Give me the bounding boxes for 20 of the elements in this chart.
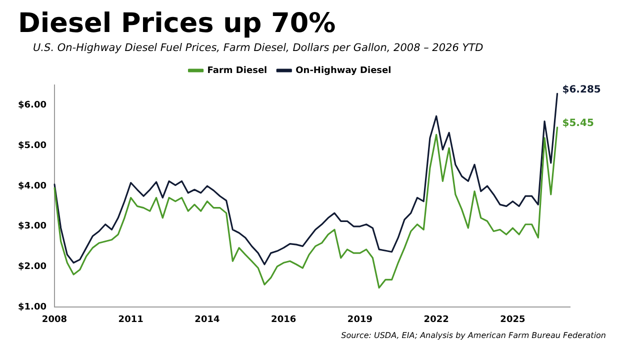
chart-title: Diesel Prices up 70% [18,8,336,39]
x-tick-label: 2011 [118,314,144,325]
y-tick-label: $4.00 [18,181,46,192]
legend-label: Farm Diesel [207,66,268,76]
x-tick-label: 2019 [347,314,372,325]
y-tick-label: $1.00 [18,302,46,313]
data-label: $6.285 [562,84,601,96]
x-tick-label: 2016 [271,314,296,325]
y-tick-label: $3.00 [18,222,46,232]
legend-label: On-Highway Diesel [296,66,392,76]
y-tick-label: $6.00 [18,100,46,111]
data-label: $5.45 [562,118,594,130]
y-tick-label: $2.00 [18,262,46,272]
x-tick-label: 2025 [500,314,526,325]
chart-subtitle: U.S. On-Highway Diesel Fuel Prices, Farm Diesel, Dollars per Gallon, 2008 – 2026 YTD [33,42,484,54]
y-tick-label: $5.00 [18,140,46,151]
x-tick-label: 2014 [194,314,220,325]
x-tick-label: 2022 [424,314,449,325]
source-note: Source: USDA, EIA; Analysis by American Farm Bureau Federation [341,331,606,340]
x-tick-label: 2008 [42,314,67,325]
